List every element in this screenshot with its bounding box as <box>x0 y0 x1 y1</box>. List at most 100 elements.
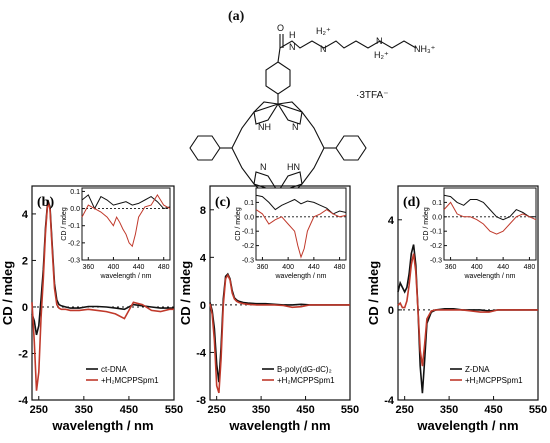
x-axis-label: wavelength / nm <box>416 418 518 433</box>
plot-frame <box>209 185 351 401</box>
benzoyl-ring <box>265 61 291 95</box>
x-tick-label: 350 <box>440 404 458 416</box>
inset-y-tick-label: -0.2 <box>68 240 80 247</box>
inset-x-tick-label: 480 <box>334 264 346 271</box>
x-tick-label: 250 <box>395 404 413 416</box>
inset-x-tick-label: 440 <box>497 264 509 271</box>
plot-frame <box>397 185 539 401</box>
x-tick-label: 450 <box>484 404 502 416</box>
y-tick-label: -4 <box>196 347 207 359</box>
inset-y-axis-label: CD / mdeg <box>423 207 430 241</box>
inset-y-tick-label: -0.2 <box>242 243 254 250</box>
inset-y-axis-label: CD / mdeg <box>235 207 242 241</box>
panel-label-a: (a) <box>228 9 245 24</box>
atom-label: N <box>260 162 267 172</box>
inset-series-line-1 <box>443 201 537 235</box>
y-tick-label: 4 <box>200 252 207 264</box>
inset-y-tick-label: 0.0 <box>70 206 80 213</box>
right-phenyl-ring <box>335 135 367 161</box>
y-tick-label: 8 <box>200 205 206 217</box>
panel-label: (c) <box>215 195 231 210</box>
panel-label: (d) <box>403 195 420 210</box>
inset-y-tick-label: 0.1 <box>70 189 80 196</box>
polyamine-chain <box>279 40 417 49</box>
inset-x-tick-label: 400 <box>471 264 483 271</box>
inset-y-tick-label: -0.3 <box>430 258 442 265</box>
atom-label: N <box>320 44 327 54</box>
y-tick-label: 4 <box>388 215 395 227</box>
inset-x-tick-label: 440 <box>308 264 320 271</box>
y-tick-label: 2 <box>22 255 28 267</box>
inset-frame <box>443 187 537 261</box>
inset-x-tick-label: 400 <box>282 264 294 271</box>
atom-label: O <box>277 23 284 33</box>
series-line-1 <box>397 253 538 367</box>
pyrrole-2 <box>277 101 303 125</box>
x-tick-label: 550 <box>341 404 359 416</box>
inset-y-tick-label: -0.1 <box>430 229 442 236</box>
inset-series-line-1 <box>255 208 347 259</box>
y-tick-label: -2 <box>18 348 28 360</box>
inset-y-axis-label: CD / mdeg <box>61 207 68 241</box>
series-line-1 <box>209 273 350 394</box>
y-tick-label: 4 <box>22 209 29 221</box>
series-line-0 <box>31 199 174 336</box>
legend-entry: +H₂MCPPSpm1 <box>101 376 159 385</box>
atom-label: H <box>289 30 296 40</box>
x-tick-label: 550 <box>529 404 547 416</box>
atom-label: H₂⁺ <box>374 50 389 60</box>
inset-x-tick-label: 360 <box>257 264 269 271</box>
atom-label: NH <box>258 122 271 132</box>
inset-frame <box>255 187 347 261</box>
legend-entry: ct-DNA <box>101 365 127 374</box>
y-tick-label: -4 <box>384 395 395 407</box>
legend-entry: +H₂MCPPSpm1 <box>277 376 335 385</box>
y-tick-label: 0 <box>22 302 28 314</box>
inset-x-tick-label: 360 <box>82 264 94 271</box>
inset-y-tick-label: -0.3 <box>68 258 80 265</box>
cd-panel-d: 250 350 450 550 -4 0 4 wavelength / nm CD / mdeg… <box>366 185 547 433</box>
inset-x-tick-label: 480 <box>158 264 170 271</box>
atom-label: H₂⁺ <box>316 26 331 36</box>
inset-y-tick-label: 0.1 <box>432 200 442 207</box>
inset-x-axis-label: wavelength / nm <box>464 273 516 280</box>
x-tick-label: 550 <box>165 404 183 416</box>
atom-label: NH₃⁺ <box>414 44 436 54</box>
y-tick-label: -4 <box>18 395 29 407</box>
counter-ion: ·3TFA⁻ <box>356 90 389 101</box>
x-tick-label: 350 <box>75 404 93 416</box>
x-tick-label: 250 <box>30 404 48 416</box>
inset-y-tick-label: -0.1 <box>68 223 80 230</box>
cd-panel-c: 250 350 450 550 -8 -4 0 4 8 wavelength / nm CD / m… <box>178 185 359 433</box>
inset-series-line-0 <box>81 194 171 210</box>
y-axis-label: CD / mdeg <box>366 261 381 325</box>
inset-y-tick-label: -0.2 <box>430 243 442 250</box>
y-tick-label: -8 <box>196 395 206 407</box>
legend-entry: +H₂MCPPSpm1 <box>465 376 523 385</box>
x-tick-label: 450 <box>296 404 314 416</box>
inset-x-tick-label: 440 <box>133 264 145 271</box>
atom-label: HN <box>287 162 300 172</box>
y-tick-label: 0 <box>200 300 206 312</box>
x-tick-label: 250 <box>207 404 225 416</box>
inset-y-tick-label: 0.0 <box>432 214 442 221</box>
inset-frame <box>81 187 171 261</box>
x-axis-label: wavelength / nm <box>51 418 153 433</box>
y-tick-label: 0 <box>388 305 394 317</box>
atom-label: N <box>376 36 383 46</box>
inset-x-axis-label: wavelength / nm <box>275 273 327 280</box>
pyrrole-1 <box>253 101 279 125</box>
inset-y-tick-label: -0.1 <box>242 229 254 236</box>
legend-entry: Z-DNA <box>465 365 490 374</box>
amide-bond <box>277 47 281 63</box>
inset-x-tick-label: 400 <box>108 264 120 271</box>
plot-frame <box>31 185 175 401</box>
atom-label: N <box>292 122 299 132</box>
series-line-1 <box>31 200 174 391</box>
inset-series-line-0 <box>443 194 536 221</box>
structure-labels: (a) O H N N H₂⁺ N H₂⁺ NH₃⁺ NH N N HN ·3T… <box>228 9 436 172</box>
inset-y-tick-label: 0.0 <box>244 214 254 221</box>
x-axis-label: wavelength / nm <box>228 418 330 433</box>
legend-entry: B-poly(dG-dC)₂ <box>277 365 332 374</box>
